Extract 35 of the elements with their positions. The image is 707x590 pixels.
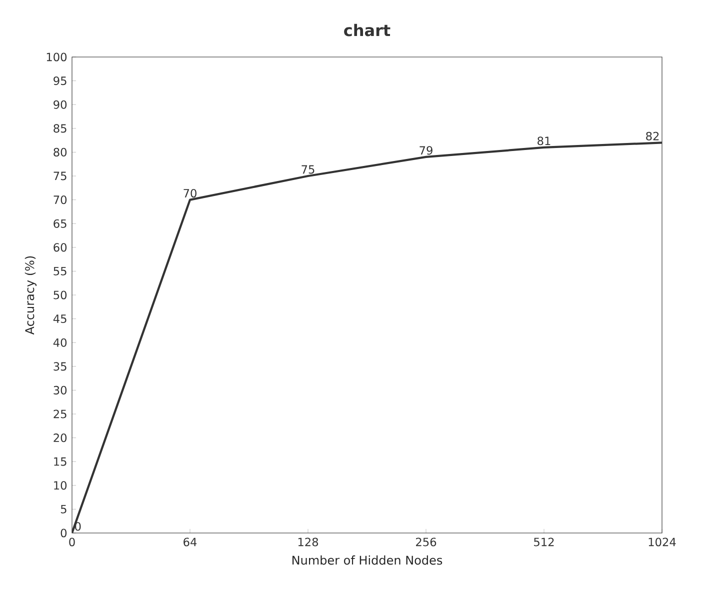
y-tick-label: 15 xyxy=(54,457,66,466)
y-axis-title: Accuracy (%) xyxy=(24,256,36,335)
y-tick-label: 30 xyxy=(54,386,67,394)
y-tick-label: 10 xyxy=(54,481,67,490)
x-tick-label: 128 xyxy=(298,538,318,546)
data-label: 75 xyxy=(302,165,314,174)
x-axis-title: Number of Hidden Nodes xyxy=(292,555,442,565)
x-tick-label: 512 xyxy=(534,538,554,546)
y-tick-label: 65 xyxy=(54,219,66,228)
y-tick-label: 55 xyxy=(54,266,66,276)
y-tick-label: 70 xyxy=(54,196,67,204)
y-tick-label: 80 xyxy=(54,148,67,156)
y-tick-label: 35 xyxy=(54,362,66,371)
data-label: 79 xyxy=(420,146,432,155)
y-tick-label: 5 xyxy=(60,504,66,514)
y-tick-label: 100 xyxy=(46,52,67,62)
y-tick-label: 50 xyxy=(54,290,67,300)
x-tick-label: 1024 xyxy=(648,538,676,546)
y-tick-label: 0 xyxy=(60,528,67,538)
y-tick-label: 85 xyxy=(54,124,66,133)
y-tick-label: 25 xyxy=(54,410,66,418)
x-tick-label: 256 xyxy=(416,538,436,546)
y-tick-label: 95 xyxy=(54,76,66,86)
x-tick-label: 64 xyxy=(184,538,197,546)
data-label: 81 xyxy=(538,136,550,146)
y-tick-label: 20 xyxy=(54,434,67,442)
y-tick-label: 40 xyxy=(53,338,67,347)
y-tick-label: 60 xyxy=(54,243,67,252)
y-tick-label: 45 xyxy=(53,314,66,324)
x-tick-label: 0 xyxy=(69,538,75,546)
data-label: 70 xyxy=(184,188,196,198)
y-tick-label: 90 xyxy=(54,100,67,109)
y-tick-label: 75 xyxy=(54,172,66,180)
data-label: 82 xyxy=(646,132,659,140)
chart-title: chart xyxy=(344,24,390,36)
